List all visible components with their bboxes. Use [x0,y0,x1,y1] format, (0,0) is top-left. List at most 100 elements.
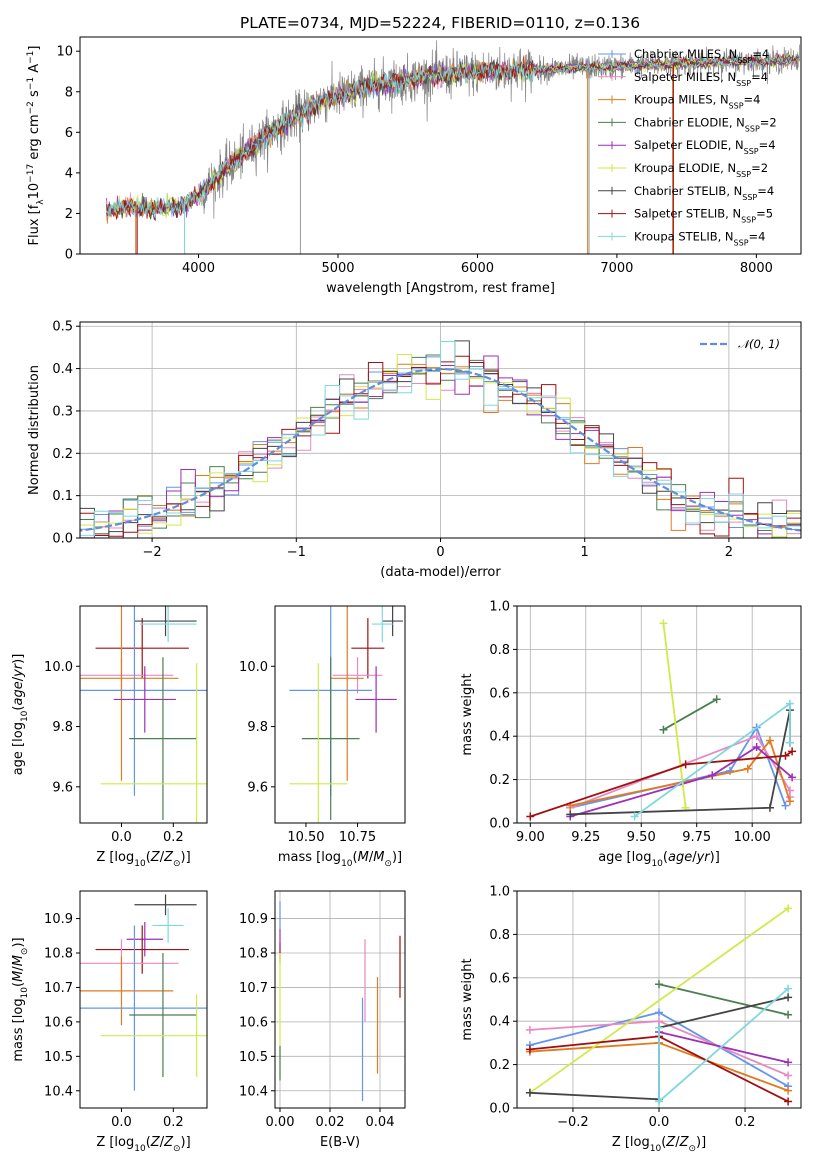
weight-series-line [662,698,718,731]
axes-frame [516,890,802,1109]
weight-point-marker [785,797,794,806]
x-axis-label: wavelength [Angstrom, rest frame] [326,281,555,296]
weight-point-marker [784,1071,793,1080]
y-tick-label: 10.0 [239,660,268,675]
weight-point-marker [785,699,794,708]
y-tick-label: 0.0 [489,817,510,832]
weight-point-marker [655,1008,663,1017]
weight-point-marker [526,812,535,821]
weight-point-marker [784,1086,793,1095]
weight-series-line [662,623,687,808]
weight-point-marker [525,1045,534,1054]
legend-entry: Chabrier STELIB, NSSP=4 [634,184,774,202]
legend-entry: Salpeter ELODIE, NSSP=4 [634,138,776,156]
y-tick-label: 0.8 [489,928,510,943]
legend-entry: Kroupa ELODIE, NSSP=2 [634,161,768,179]
weight-point-marker [765,736,774,745]
weight-point-marker [712,695,721,704]
x-axis-label: Z [log10(Z/Z⊙)] [96,1135,190,1154]
y-tick-label: 4 [65,166,73,181]
axes-frame [79,36,802,255]
y-axis-label: Normed distribution [27,365,42,495]
y-tick-label: 10.9 [239,912,268,927]
x-tick-label: 0.0 [111,1115,132,1130]
errorbars [80,606,207,823]
y-tick-label: 6 [65,126,73,141]
legend-entry: Kroupa STELIB, NSSP=4 [634,229,765,247]
y-tick-label: 10.9 [44,912,73,927]
errorbars [289,606,403,823]
y-tick-label: 10.7 [44,981,73,996]
age-vs-metallicity-panel: 0.0 0.2 9.6 9.8 10.0 Z [log10(Z/Z⊙)] age [log1… [11,605,208,869]
weight-vs-age-panel: 9.00 9.25 9.50 9.75 10.00 0.0 0.2 0.4 0.6 0.8 1.0 a… [460,600,802,869]
y-tick-label: 10.4 [239,1084,268,1099]
weight-point-marker [752,732,761,741]
x-tick-label: 4000 [182,261,215,276]
x-tick-label: 10.00 [734,830,771,845]
mass-vs-extinction-panel: 0.00 0.02 0.04 10.4 10.5 10.6 10.7 10.8 10.9 E(B-… [239,890,406,1150]
x-tick-label: 9.25 [571,830,600,845]
y-tick-label: 10.8 [44,947,73,962]
x-tick-label: −1 [287,545,306,560]
axes-frame [79,321,802,539]
weight-point-marker [743,764,752,773]
y-tick-label: 0.0 [489,1102,510,1117]
y-tick-label: 2 [65,207,73,222]
y-tick-label: 9.6 [52,780,73,795]
weight-point-marker [752,743,761,752]
x-axis-label: mass [log10(M/M⊙)] [278,850,402,869]
y-tick-label: 8 [65,85,73,100]
y-tick-label: 9.6 [247,780,268,795]
weight-series-line [658,1031,789,1064]
y-tick-label: 0.2 [489,1058,510,1073]
y-tick-label: 0.3 [52,404,73,419]
legend-entry: Chabrier MILES, NSSP=4 [634,47,769,65]
y-tick-label: 9.8 [247,720,268,735]
histogram-lines [80,340,801,538]
legend-entry: 𝒩(0, 1) [738,337,780,351]
y-tick-label: 1.0 [489,600,510,615]
x-tick-label: 0 [436,545,444,560]
y-axis-label: age [log10(age/yr)] [11,654,30,776]
weight-point-marker [784,1058,793,1067]
y-tick-label: 10.4 [44,1084,73,1099]
x-tick-label: 5000 [321,261,354,276]
x-tick-label: 6000 [461,261,494,276]
y-axis-label: mass weight [460,673,475,755]
legend-entry: Chabrier ELODIE, NSSP=2 [634,115,777,132]
x-axis-label: E(B-V) [320,1135,360,1150]
y-tick-label: 0.6 [489,686,510,701]
weight-point-marker [659,725,668,734]
x-axis-label: Z [log10(Z/Z⊙)] [96,850,190,869]
x-tick-label: 0.0 [111,830,132,845]
y-tick-label: 10.6 [44,1015,73,1030]
x-axis-label: (data-model)/error [380,565,501,580]
y-tick-label: 10.7 [239,981,268,996]
weight-point-marker [655,980,663,989]
weight-point-marker [788,773,797,782]
weight-series-line [658,983,789,1016]
axes-frame [516,605,802,824]
weight-point-marker [630,812,639,821]
weight-point-marker [681,760,690,769]
weight-series-line [530,750,793,818]
x-tick-label: 0.00 [266,1115,295,1130]
x-tick-label: −0.2 [557,1115,589,1130]
y-tick-label: 10 [56,45,73,60]
y-tick-label: 0.1 [52,489,73,504]
y-tick-label: 0.2 [489,773,510,788]
weight-point-marker [566,810,575,819]
x-tick-label: 7000 [600,261,633,276]
mass-vs-metallicity-panel: 0.0 0.2 10.4 10.5 10.6 10.7 10.8 10.9 Z [log10(Z… [11,890,208,1154]
y-tick-label: 1.0 [489,885,510,900]
axes-frame [79,890,208,1109]
x-tick-label: 0.2 [163,830,184,845]
y-tick-label: 9.8 [52,720,73,735]
weight-point-marker [765,803,774,812]
axes-frame [274,890,406,1109]
model-spectrum [106,53,800,219]
x-tick-label: 0.2 [735,1115,756,1130]
y-axis-label: mass [log10(M/M⊙)] [11,937,30,1061]
weight-point-marker [655,1023,663,1032]
